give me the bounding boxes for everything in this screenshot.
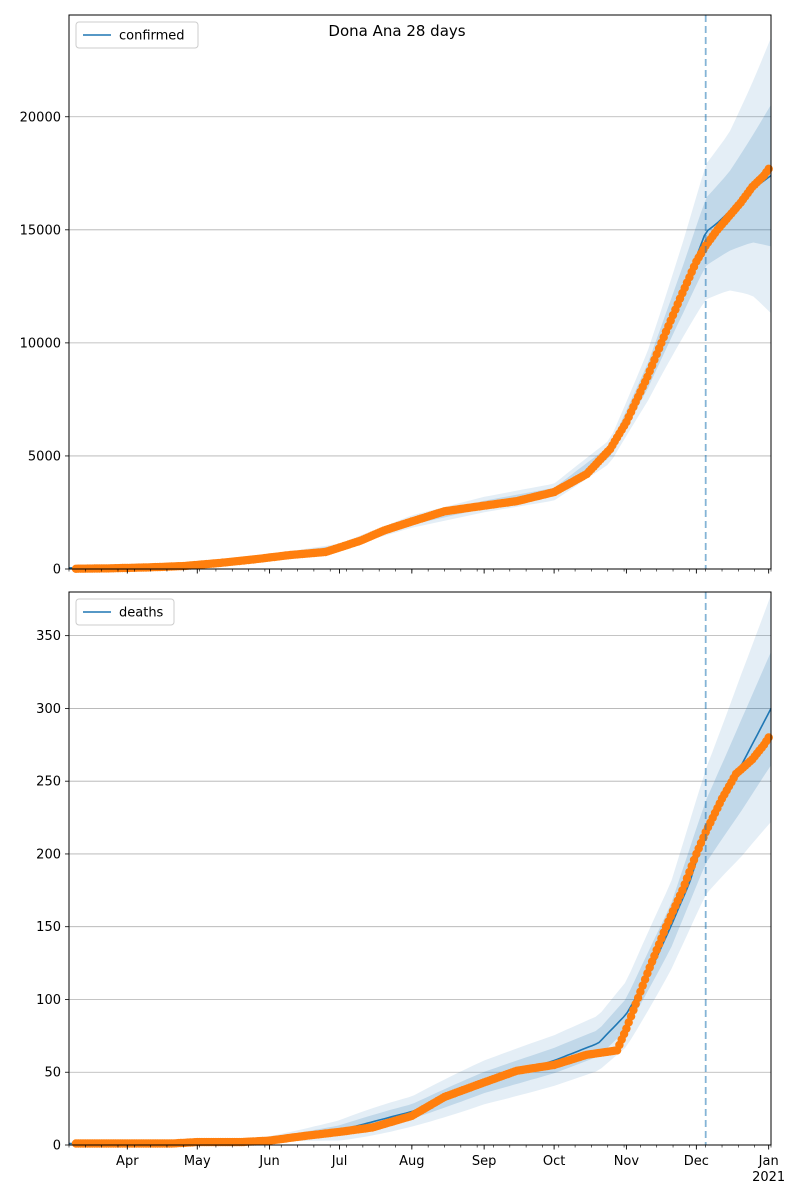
- confirmed-y-axis: 0 5000 10000 15000 20000: [20, 110, 771, 578]
- confirmed-y-tick-label: 20000: [20, 110, 61, 125]
- deaths-x-tick-label: Jan: [758, 1154, 779, 1169]
- confirmed-y-tick-label: 5000: [28, 449, 61, 464]
- deaths-legend-label: deaths: [119, 606, 164, 621]
- confirmed-x-axis: [68, 569, 772, 574]
- figure-title: Dona Ana 28 days: [328, 22, 465, 40]
- deaths-y-tick-label: 200: [36, 847, 61, 862]
- deaths-legend: deaths: [75, 598, 175, 626]
- confirmed-legend-label: confirmed: [119, 29, 185, 44]
- confirmed-y-tick-label: 0: [53, 563, 61, 578]
- deaths-x-tick-label: May: [184, 1154, 211, 1169]
- deaths-observed-points: [71, 733, 773, 1148]
- deaths-x-tick-label: Jul: [331, 1154, 348, 1169]
- deaths-x-year-label: 2021: [752, 1170, 785, 1185]
- deaths-y-tick-label: 300: [36, 702, 61, 717]
- confirmed-y-tick-label: 10000: [20, 336, 61, 351]
- deaths-x-tick-label: Jun: [258, 1154, 279, 1169]
- deaths-y-tick-label: 0: [53, 1139, 61, 1154]
- deaths-x-tick-label: Nov: [614, 1154, 640, 1169]
- deaths-panel: 0 50 100 150 200 250 300 350 Apr May Jun Jul Aug Sep O…: [36, 591, 785, 1185]
- confirmed-panel: 0 5000 10000 15000 20000 confirmed: [20, 14, 773, 578]
- confirmed-plot-frame: [68, 14, 772, 570]
- deaths-y-axis: 0 50 100 150 200 250 300 350: [36, 629, 771, 1154]
- deaths-y-tick-label: 350: [36, 629, 61, 644]
- deaths-plot-frame: [68, 591, 772, 1146]
- confirmed-y-tick-label: 15000: [20, 223, 61, 238]
- deaths-x-tick-label: Apr: [116, 1154, 139, 1169]
- deaths-y-tick-label: 100: [36, 993, 61, 1008]
- deaths-y-tick-label: 150: [36, 920, 61, 935]
- deaths-y-tick-label: 50: [44, 1066, 61, 1081]
- deaths-x-tick-label: Dec: [684, 1154, 709, 1169]
- deaths-y-tick-label: 250: [36, 775, 61, 790]
- confirmed-legend: confirmed: [75, 21, 199, 49]
- confirmed-observed-point: [764, 164, 773, 173]
- deaths-x-tick-label: Oct: [543, 1154, 565, 1169]
- deaths-x-tick-label: Sep: [472, 1154, 497, 1169]
- deaths-x-tick-label: Aug: [399, 1154, 424, 1169]
- deaths-legend-box: [75, 598, 175, 626]
- deaths-observed-point: [764, 733, 773, 742]
- confirmed-legend-box: [75, 21, 199, 49]
